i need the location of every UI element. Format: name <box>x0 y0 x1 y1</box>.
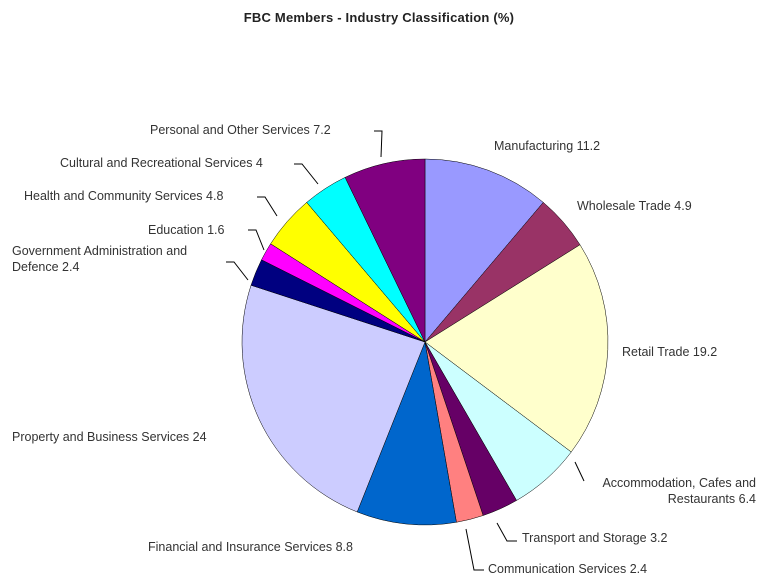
slice-label: Property and Business Services 24 <box>12 430 207 444</box>
pie-slice-manufacturing <box>424 158 544 343</box>
leader-line <box>374 130 383 158</box>
slice-label-line: Wholesale Trade 4.9 <box>577 199 692 213</box>
labels-layer: Manufacturing 11.2 Wholesale Trade 4.9 Ret… <box>12 123 756 576</box>
slice-label-line: Retail Trade 19.2 <box>622 345 717 359</box>
slice-label: Personal and Other Services 7.2 <box>150 123 331 137</box>
slice-label-line: Government Administration and <box>12 244 187 258</box>
slice-label-line: Personal and Other Services 7.2 <box>150 123 331 137</box>
slices-layer <box>241 158 609 526</box>
slice-label: Cultural and Recreational Services 4 <box>60 156 263 170</box>
leader-line <box>574 461 585 482</box>
slice-label: Education 1.6 <box>148 223 224 237</box>
leader-lines-layer <box>226 130 585 571</box>
leader-line <box>248 229 265 251</box>
leader-line <box>496 522 517 542</box>
slice-label-line: Health and Community Services 4.8 <box>24 189 223 203</box>
slice-label-line: Financial and Insurance Services 8.8 <box>148 540 353 554</box>
leader-line <box>465 528 484 571</box>
slice-label-line: Transport and Storage 3.2 <box>522 531 668 545</box>
pie-slice-property-and-business-services <box>241 284 426 513</box>
slice-label-line: Communication Services 2.4 <box>488 562 647 576</box>
slice-label: Retail Trade 19.2 <box>622 345 717 359</box>
slice-label: Financial and Insurance Services 8.8 <box>148 540 353 554</box>
slice-label: Wholesale Trade 4.9 <box>577 199 692 213</box>
leader-line <box>294 163 319 185</box>
leader-line <box>226 261 249 281</box>
leader-line <box>257 196 278 217</box>
slice-label-line: Accommodation, Cafes and <box>602 476 756 490</box>
slice-label: Government Administration and Defence 2.4 <box>12 244 187 274</box>
slice-label: Accommodation, Cafes and Restaurants 6.4 <box>602 476 756 506</box>
slice-label: Health and Community Services 4.8 <box>24 189 223 203</box>
slice-label: Transport and Storage 3.2 <box>522 531 668 545</box>
slice-label-line: Manufacturing 11.2 <box>494 139 600 153</box>
slice-label-line: Property and Business Services 24 <box>12 430 207 444</box>
slice-label-line: Education 1.6 <box>148 223 224 237</box>
pie-slice-personal-and-other-services <box>344 158 426 343</box>
pie-slice-retail-trade <box>424 244 609 453</box>
pie-slice-financial-and-insurance-services <box>356 341 457 526</box>
chart-title: FBC Members - Industry Classification (%… <box>243 10 515 25</box>
slice-label-line: Defence 2.4 <box>12 260 79 274</box>
slice-label-line: Restaurants 6.4 <box>668 492 756 506</box>
slice-label: Communication Services 2.4 <box>488 562 647 576</box>
slice-label: Manufacturing 11.2 <box>494 139 600 153</box>
slice-label-line: Cultural and Recreational Services 4 <box>60 156 263 170</box>
